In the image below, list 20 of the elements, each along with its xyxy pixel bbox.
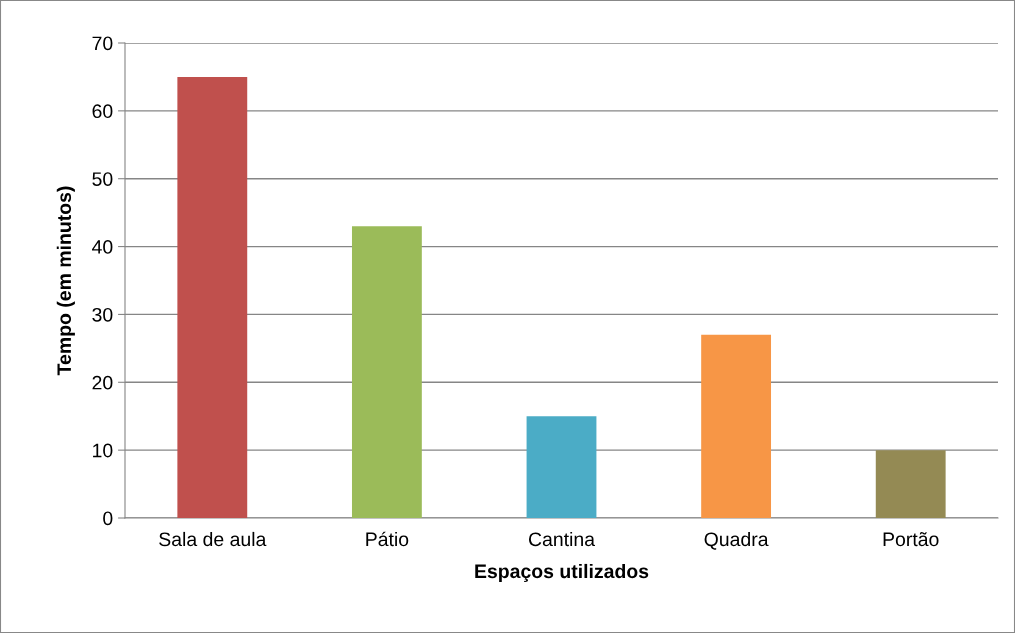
- x-tick-label: Quadra: [704, 531, 769, 550]
- x-tick-label: Sala de aula: [159, 531, 267, 547]
- y-tick-label: 40: [92, 240, 113, 254]
- x-axis-title: Espaços utilizados: [475, 563, 649, 583]
- bar: [701, 334, 772, 518]
- x-tick-label: Pátio: [366, 531, 409, 547]
- bar: [526, 416, 597, 518]
- y-tick-label: 60: [92, 104, 113, 119]
- y-tick-label: 20: [92, 375, 113, 390]
- y-tick-label: 30: [92, 307, 113, 322]
- bar: [875, 450, 946, 518]
- y-tick-label: 70: [92, 36, 113, 51]
- x-tick-label: Cantina: [528, 531, 596, 547]
- bar: [177, 76, 248, 518]
- y-axis-title: Tempo (em minutos): [56, 186, 75, 376]
- x-tick-label: Portão: [883, 532, 939, 547]
- bar: [351, 226, 422, 518]
- y-tick-label: 50: [92, 172, 113, 186]
- y-tick-label: 0: [103, 511, 113, 526]
- y-tick-label: 10: [93, 443, 113, 458]
